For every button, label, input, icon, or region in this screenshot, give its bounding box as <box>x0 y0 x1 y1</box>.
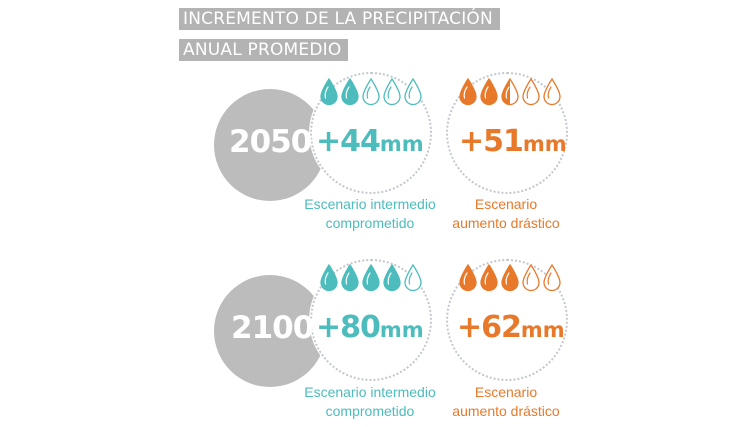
value-drastic: +62mm <box>457 310 565 345</box>
scenario-label-intermediate: Escenario intermedio comprometido <box>290 383 450 421</box>
value-drastic: +51mm <box>459 124 567 159</box>
raindrop-filled-icon <box>320 78 338 106</box>
value-number: +62 <box>457 310 522 345</box>
title-line-2: ANUAL PROMEDIO <box>179 39 348 61</box>
raindrop-filled-icon <box>341 264 359 292</box>
raindrop-empty-icon <box>404 264 422 292</box>
raindrop-empty-icon <box>543 78 561 106</box>
label-line-1: Escenario <box>474 196 538 212</box>
raindrop-partial-icon <box>501 78 519 106</box>
value-unit: mm <box>522 132 567 156</box>
drops-drastic <box>458 78 562 106</box>
drops-intermediate <box>319 78 423 106</box>
year-disc <box>214 275 326 387</box>
value-intermediate: +44mm <box>316 124 424 159</box>
value-number: +80 <box>316 310 381 345</box>
raindrop-filled-icon <box>480 78 498 106</box>
raindrop-empty-icon <box>362 78 380 106</box>
raindrop-filled-icon <box>501 264 519 292</box>
label-line-2: aumento drástico <box>452 403 560 419</box>
value-unit: mm <box>520 318 565 342</box>
scenario-label-intermediate: Escenario intermedio comprometido <box>290 195 450 233</box>
raindrop-empty-icon <box>383 78 401 106</box>
label-line-2: aumento drástico <box>452 215 560 231</box>
year-disc <box>214 89 326 201</box>
raindrop-filled-icon <box>383 264 401 292</box>
dotted-circle-drastic <box>446 72 568 194</box>
raindrop-filled-icon <box>459 264 477 292</box>
raindrop-filled-icon <box>362 264 380 292</box>
raindrop-partial-icon <box>522 264 540 292</box>
scenario-label-drastic: Escenario aumento drástico <box>426 195 586 233</box>
raindrop-filled-icon <box>341 78 359 106</box>
dotted-circle-drastic <box>446 259 568 381</box>
label-line-2: comprometido <box>325 403 415 419</box>
label-line-2: comprometido <box>325 215 415 231</box>
value-unit: mm <box>379 318 424 342</box>
label-line-1: Escenario intermedio <box>304 384 436 400</box>
value-intermediate: +80mm <box>316 310 424 345</box>
label-line-1: Escenario <box>474 384 538 400</box>
row-2050: 2050 +44mm Escenario intermedio comprome… <box>0 0 747 231</box>
raindrop-filled-icon <box>320 264 338 292</box>
scenario-label-drastic: Escenario aumento drástico <box>426 383 586 421</box>
value-number: +51 <box>459 124 524 159</box>
year-label: 2100 <box>231 310 314 346</box>
raindrop-empty-icon <box>522 78 540 106</box>
drops-intermediate <box>319 264 423 292</box>
title-line-1: INCREMENTO DE LA PRECIPITACIÓN <box>179 8 500 30</box>
dotted-circle-intermediate <box>310 259 432 381</box>
year-label: 2050 <box>229 124 312 160</box>
row-2100: 2100 +80mm Escenario intermedio comprome… <box>0 187 747 419</box>
value-number: +44 <box>316 124 381 159</box>
raindrop-filled-icon <box>480 264 498 292</box>
value-unit: mm <box>379 132 424 156</box>
label-line-1: Escenario intermedio <box>304 196 436 212</box>
dotted-circle-intermediate <box>310 72 432 194</box>
raindrop-filled-icon <box>459 78 477 106</box>
raindrop-empty-icon <box>404 78 422 106</box>
drops-drastic <box>458 264 562 292</box>
raindrop-empty-icon <box>543 264 561 292</box>
